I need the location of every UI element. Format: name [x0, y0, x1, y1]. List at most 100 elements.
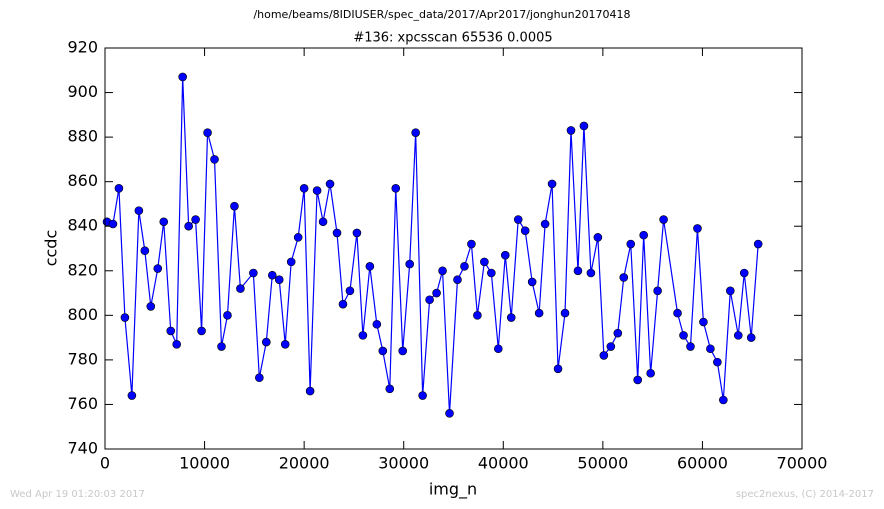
data-point — [686, 342, 695, 351]
data-point — [262, 337, 271, 347]
data-point — [223, 311, 232, 320]
data-point — [114, 184, 124, 193]
data-point — [673, 308, 682, 318]
data-point — [432, 288, 441, 298]
data-point — [398, 346, 408, 356]
data-point — [352, 228, 362, 238]
y-tick-label: 820 — [67, 260, 98, 279]
data-point — [191, 215, 200, 224]
data-point — [613, 328, 623, 338]
data-point — [146, 302, 156, 311]
data-point — [699, 317, 708, 327]
data-point — [520, 226, 530, 235]
data-point — [713, 357, 722, 367]
x-tick-label: 10000 — [179, 454, 230, 473]
y-tick-label: 800 — [67, 305, 98, 324]
data-point — [391, 184, 401, 193]
data-point — [236, 284, 245, 293]
data-point — [500, 250, 510, 260]
data-point — [418, 391, 427, 400]
data-point — [159, 217, 169, 227]
data-point — [719, 395, 728, 405]
data-point — [547, 179, 557, 189]
data-point — [249, 268, 258, 278]
data-point — [487, 268, 496, 278]
data-point — [378, 346, 388, 356]
data-point — [494, 344, 503, 354]
data-point — [606, 342, 616, 351]
data-point — [599, 351, 609, 360]
y-tick-label: 740 — [67, 439, 98, 458]
data-point — [513, 215, 523, 224]
data-point — [172, 339, 181, 349]
data-point — [753, 239, 763, 249]
data-point — [230, 201, 239, 211]
data-point — [534, 308, 544, 318]
data-point — [733, 331, 743, 340]
data-point — [527, 277, 537, 287]
data-point — [653, 286, 662, 296]
data-point — [325, 179, 335, 189]
data-point — [473, 311, 482, 320]
data-point — [425, 295, 434, 305]
data-point — [626, 239, 636, 249]
data-point — [693, 224, 702, 233]
data-point — [467, 239, 476, 249]
y-tick-label: 920 — [67, 38, 98, 57]
data-point — [210, 155, 219, 164]
data-point — [255, 373, 264, 383]
data-point — [345, 286, 355, 296]
data-point — [679, 331, 688, 340]
data-point — [646, 368, 655, 378]
data-point — [332, 228, 342, 238]
data-point — [553, 364, 563, 374]
data-point — [659, 215, 668, 224]
data-point — [460, 262, 469, 271]
data-point — [286, 257, 296, 267]
data-point — [197, 326, 206, 336]
data-line — [106, 76, 759, 414]
data-point — [134, 206, 144, 215]
data-point — [633, 375, 643, 385]
chart-suptitle: /home/beams/8IDIUSER/spec_data/2017/Apr2… — [253, 8, 630, 21]
data-point — [108, 219, 118, 229]
data-point — [586, 268, 596, 278]
data-point — [540, 219, 550, 229]
y-tick-label: 880 — [67, 127, 98, 146]
x-axis-label: img_n — [429, 480, 477, 500]
data-point — [280, 339, 290, 349]
y-axis-label: ccdc — [42, 230, 61, 267]
data-point — [619, 273, 629, 282]
data-point — [453, 275, 462, 284]
data-point — [358, 331, 368, 340]
data-point — [217, 342, 226, 351]
x-tick-label: 30000 — [378, 454, 429, 473]
data-point — [120, 313, 130, 322]
data-point — [127, 391, 137, 400]
data-point — [267, 270, 277, 280]
data-point — [411, 128, 420, 137]
x-tick-label: 0 — [100, 454, 110, 473]
data-point — [305, 386, 315, 396]
x-tick-label: 40000 — [478, 454, 529, 473]
data-point — [579, 121, 589, 131]
data-point — [178, 72, 187, 82]
data-point — [312, 186, 322, 195]
data-point — [405, 259, 414, 269]
data-point — [293, 233, 303, 242]
data-point — [318, 217, 328, 227]
data-point — [153, 264, 163, 273]
data-point — [372, 319, 382, 329]
y-tick-label: 760 — [67, 394, 98, 413]
data-point — [338, 299, 348, 309]
plot-frame — [104, 47, 803, 450]
data-point — [746, 333, 756, 342]
data-point — [573, 266, 583, 276]
y-tick-label: 900 — [67, 82, 98, 101]
y-tick-label: 840 — [67, 216, 98, 235]
x-tick-label: 60000 — [677, 454, 728, 473]
data-point — [166, 326, 176, 336]
data-point — [706, 344, 715, 354]
